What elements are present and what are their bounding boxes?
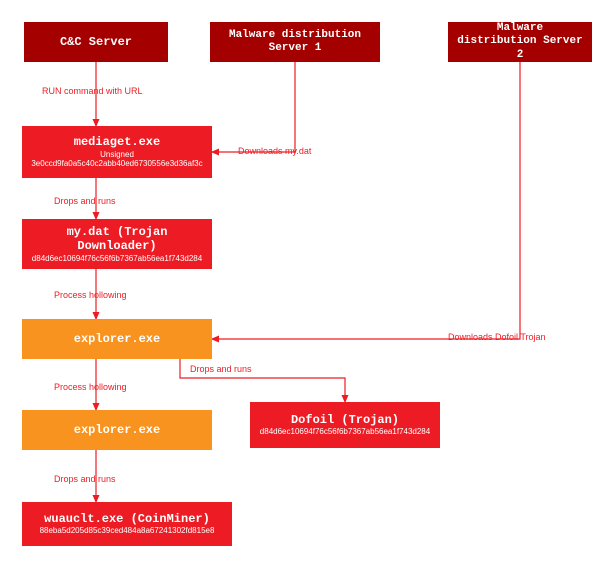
edge-label: Downloads my.dat <box>238 146 311 156</box>
node-wuauclt: wuauclt.exe (CoinMiner)88eba5d205d85c39c… <box>22 502 232 546</box>
edge-label: Process hollowing <box>54 382 127 392</box>
node-title: explorer.exe <box>74 332 160 346</box>
edge-label: Process hollowing <box>54 290 127 300</box>
node-mydat: my.dat (Trojan Downloader)d84d6ec10694f7… <box>22 219 212 269</box>
node-explorer1: explorer.exe <box>22 319 212 359</box>
node-title: explorer.exe <box>74 423 160 437</box>
edge-mds1-mediaget <box>212 62 295 152</box>
node-dofoil: Dofoil (Trojan)d84d6ec10694f76c56f6b7367… <box>250 402 440 448</box>
edge-label: RUN command with URL <box>42 86 143 96</box>
node-cc: C&C Server <box>24 22 168 62</box>
node-title: wuauclt.exe (CoinMiner) <box>44 512 210 526</box>
node-subtitle: Unsigned <box>100 150 134 160</box>
node-explorer2: explorer.exe <box>22 410 212 450</box>
node-hash: 3e0ccd9fa0a5c40c2abb40ed6730556e3d36af3c <box>31 159 202 169</box>
node-title: C&C Server <box>60 35 132 49</box>
node-mds1: Malware distribution Server 1 <box>210 22 380 62</box>
node-hash: 88eba5d205d85c39ced484a8a67241302fd815e8 <box>40 526 215 536</box>
node-mds2: Malware distribution Server 2 <box>448 22 592 62</box>
node-hash: d84d6ec10694f76c56f6b7367ab56ea1f743d284 <box>32 254 202 264</box>
node-title: Dofoil (Trojan) <box>291 413 399 427</box>
node-title: my.dat (Trojan Downloader) <box>28 225 206 254</box>
edge-label: Downloads Dofoil Trojan <box>448 332 546 342</box>
node-title: mediaget.exe <box>74 135 160 149</box>
edge-mds2-explorer1 <box>212 62 520 339</box>
edge-label: Drops and runs <box>190 364 252 374</box>
edge-label: Drops and runs <box>54 474 116 484</box>
node-hash: d84d6ec10694f76c56f6b7367ab56ea1f743d284 <box>260 427 430 437</box>
node-title: Malware distribution Server 1 <box>216 29 374 55</box>
edge-label: Drops and runs <box>54 196 116 206</box>
node-title: Malware distribution Server 2 <box>454 22 586 62</box>
node-mediaget: mediaget.exeUnsigned3e0ccd9fa0a5c40c2abb… <box>22 126 212 178</box>
